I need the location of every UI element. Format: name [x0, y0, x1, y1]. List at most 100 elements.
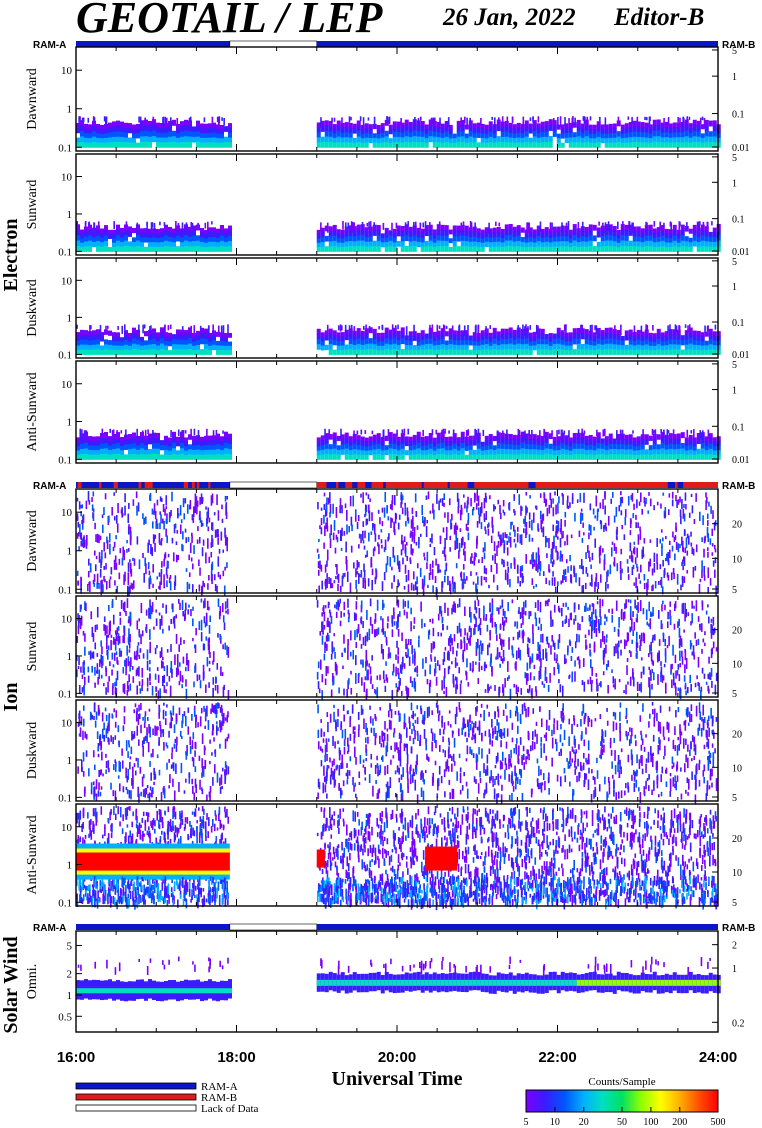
- spectrogram-cell: [592, 441, 597, 447]
- spectrogram-cell: [108, 229, 112, 235]
- spectrogram-cell: [160, 332, 164, 339]
- spectrogram-cell: [613, 543, 616, 551]
- spectrogram-cell: [676, 448, 681, 455]
- spectrogram-cell: [556, 333, 561, 339]
- spectrogram-cell: [714, 324, 717, 330]
- spectrogram-cell: [596, 241, 601, 248]
- spectrogram-cell: [320, 222, 322, 233]
- spectrogram-cell: [628, 137, 633, 143]
- spectrogram-cell: [516, 137, 521, 143]
- spectrogram-cell: [559, 116, 562, 127]
- spectrogram-cell: [684, 437, 689, 443]
- spectrogram-cell: [220, 350, 224, 355]
- spectrogram-cell: [602, 548, 604, 553]
- spectrogram-cell: [108, 445, 112, 451]
- spectrogram-cell: [161, 518, 164, 524]
- spectrogram-cell: [551, 549, 554, 560]
- spectrogram-cell: [400, 117, 402, 126]
- spectrogram-cell: [350, 116, 352, 121]
- spectrogram-cell: [140, 336, 144, 342]
- spectrogram-cell: [108, 132, 112, 138]
- spectrogram-cell: [452, 438, 457, 445]
- spectrogram-cell: [704, 440, 709, 447]
- spectrogram-cell: [711, 543, 714, 547]
- spectrogram-cell: [128, 524, 130, 529]
- spectrogram-cell: [445, 562, 448, 572]
- spectrogram-cell: [672, 567, 675, 575]
- spectrogram-cell: [84, 349, 88, 355]
- spectrogram-cell: [671, 491, 674, 499]
- spectrogram-cell: [660, 225, 665, 231]
- spectrogram-cell: [352, 231, 357, 237]
- spectrogram-cell: [444, 454, 449, 460]
- spectrogram-cell: [600, 138, 605, 144]
- spectrogram-cell: [480, 454, 485, 460]
- spectrogram-cell: [120, 126, 124, 133]
- spectrogram-cell: [428, 349, 433, 355]
- spectrogram-cell: [348, 137, 353, 143]
- spectrogram-cell: [148, 246, 152, 252]
- spectrogram-cell: [218, 116, 221, 124]
- spectrogram-cell: [673, 573, 675, 580]
- spectrogram-cell: [113, 559, 116, 570]
- spectrogram-cell: [228, 449, 232, 455]
- spectrogram-cell: [420, 242, 425, 248]
- spectrogram-cell: [364, 509, 367, 516]
- spectrogram-cell: [392, 327, 397, 334]
- spectrogram-cell: [508, 137, 513, 143]
- spectrogram-cell: [498, 222, 501, 227]
- spectrogram-cell: [416, 345, 421, 351]
- spectrogram-cell: [628, 240, 633, 247]
- spectrogram-cell: [647, 510, 650, 514]
- spectrogram-cell: [116, 453, 120, 460]
- spectrogram-cell: [620, 240, 625, 247]
- spectrogram-cell: [543, 428, 545, 436]
- spectrogram-cell: [316, 441, 321, 447]
- spectrogram-cell: [706, 221, 709, 232]
- spectrogram-cell: [695, 493, 697, 502]
- spectrogram-cell: [553, 541, 555, 549]
- spectrogram-cell: [656, 119, 661, 126]
- spectrogram-cell: [380, 242, 385, 248]
- spectrogram-cell: [224, 437, 228, 444]
- spectrogram-cell: [632, 126, 637, 132]
- spectrogram-cell: [407, 584, 410, 593]
- spectrogram-cell: [218, 548, 221, 554]
- spectrogram-cell: [160, 228, 164, 234]
- spectrogram-cell: [660, 137, 665, 143]
- spectrogram-cell: [436, 335, 441, 341]
- spectrogram-cell: [151, 521, 154, 529]
- spectrogram-cell: [560, 429, 563, 441]
- spectrogram-cell: [205, 636, 208, 641]
- spectrogram-cell: [596, 437, 601, 444]
- spectrogram-cell: [600, 128, 605, 135]
- spectrogram-cell: [703, 537, 706, 544]
- spectrogram-cell: [690, 493, 693, 498]
- spectrogram-cell: [653, 505, 655, 511]
- spectrogram-cell: [448, 454, 453, 460]
- spectrogram-cell: [506, 533, 508, 539]
- spectrogram-cell: [227, 690, 230, 700]
- spectrogram-cell: [552, 231, 557, 238]
- spectrogram-cell: [432, 340, 437, 346]
- spectrogram-cell: [88, 133, 92, 139]
- spectrogram-cell: [676, 122, 681, 128]
- spectrogram-cell: [344, 241, 349, 247]
- spectrogram-cell: [176, 117, 179, 126]
- spectrogram-cell: [466, 117, 468, 126]
- spectrogram-cell: [532, 439, 537, 445]
- spectrogram-cell: [96, 440, 100, 447]
- spectrogram-cell: [513, 509, 515, 513]
- spectrogram-cell: [684, 130, 689, 137]
- spectrogram-cell: [492, 142, 497, 148]
- spectrogram-cell: [448, 498, 451, 506]
- spectrogram-cell: [208, 123, 212, 129]
- spectrogram-cell: [128, 628, 130, 639]
- spectrogram-cell: [696, 136, 701, 143]
- spectrogram-cell: [120, 454, 124, 460]
- spectrogram-cell: [488, 584, 490, 589]
- spectrogram-cell: [114, 638, 117, 646]
- spectrogram-cell: [536, 333, 541, 340]
- spectrogram-cell: [631, 116, 633, 125]
- spectrogram-cell: [512, 246, 517, 252]
